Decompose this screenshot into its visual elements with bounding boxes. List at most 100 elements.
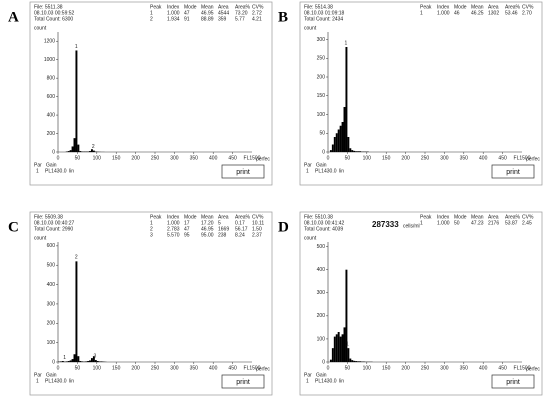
gain-column: Par [34, 372, 42, 378]
histogram-bar [71, 146, 74, 152]
histogram-bar [339, 125, 342, 152]
y-tick-label: 100 [317, 336, 326, 342]
gain-column: Par [304, 372, 312, 378]
panel-frame [299, 211, 543, 396]
gain-cell: 430.0 [54, 378, 67, 384]
histogram-bar [67, 361, 70, 362]
histogram-bar [87, 361, 90, 362]
y-tick-label: 1200 [44, 39, 55, 45]
y-axis-label: count [304, 235, 317, 241]
peak-cell: 1302 [488, 10, 499, 16]
x-tick-label: 300 [440, 365, 449, 371]
peak-cell: 56.17 [235, 226, 248, 232]
peak-cell: 46.95 [201, 10, 214, 16]
peak-column: Mode [184, 4, 197, 10]
histogram-bar [73, 138, 76, 152]
peak-column: Index [167, 214, 180, 220]
x-tick-label: 450 [228, 155, 237, 161]
print-button-label[interactable]: print [236, 169, 250, 176]
print-button[interactable] [221, 164, 265, 179]
histogram-bar [69, 150, 72, 152]
histogram-bar [100, 361, 103, 362]
y-tick-label: 400 [317, 267, 326, 273]
x-tick-label: 450 [498, 365, 507, 371]
panel-letter: D [278, 219, 289, 235]
peak-column: Area [488, 214, 499, 220]
peak-column: Mean [201, 214, 214, 220]
x-tick-label: 100 [363, 365, 372, 371]
histogram-bar [339, 336, 342, 362]
y-tick-label: 200 [47, 131, 56, 137]
histogram-bar [345, 47, 348, 152]
y-tick-label: 400 [47, 282, 56, 288]
gain-cell: lin [69, 378, 74, 384]
peak-column: Index [437, 214, 450, 220]
file-name: File: 5509.38 [34, 214, 63, 220]
print-button[interactable] [491, 374, 535, 389]
y-axis-label: count [304, 25, 317, 31]
panel-letter: B [278, 9, 288, 25]
x-tick-label: 450 [228, 365, 237, 371]
histogram-bar [92, 356, 95, 362]
histogram-bar [351, 360, 354, 362]
peak-cell: 2.72 [252, 10, 262, 16]
gain-column: Gain [316, 162, 327, 168]
peak-column: Peak [150, 4, 162, 10]
print-button-label[interactable]: print [506, 169, 520, 176]
histogram-bar [331, 144, 334, 152]
peak-column: Area% [235, 214, 251, 220]
gain-cell: lin [69, 168, 74, 174]
x-tick-label: 300 [170, 365, 179, 371]
peak-column: CV% [252, 214, 264, 220]
y-tick-label: 500 [47, 263, 56, 269]
peak-column: Peak [420, 214, 432, 220]
x-axis-unit: perfec [256, 156, 270, 162]
file-name: File: 5511.38 [34, 4, 63, 10]
histogram-bar [67, 151, 70, 152]
peak-cell: 1 [150, 10, 153, 16]
x-tick-label: 200 [401, 155, 410, 161]
print-button[interactable] [491, 164, 535, 179]
x-tick-label: 100 [93, 365, 102, 371]
print-button-label[interactable]: print [236, 379, 250, 386]
x-tick-label: 250 [421, 365, 430, 371]
y-tick-label: 0 [52, 149, 55, 155]
histogram-bar [94, 360, 97, 362]
panel-frame [29, 1, 273, 186]
x-tick-label: 350 [190, 155, 199, 161]
peak-label: 3 [93, 353, 96, 359]
y-tick-label: 50 [319, 131, 325, 137]
total-count: Total Count: 6300 [34, 16, 73, 22]
total-count: Total Count: 2990 [34, 226, 73, 232]
y-tick-label: 200 [47, 321, 56, 327]
peak-cell: 47 [184, 10, 190, 16]
histogram-bar [96, 361, 99, 362]
x-axis-label: FL1500 [514, 365, 531, 371]
peak-cell: 1.000 [167, 10, 180, 16]
peak-column: Mean [201, 4, 214, 10]
x-axis-label: FL1500 [244, 155, 261, 161]
peak-cell: 53.46 [505, 10, 518, 16]
peak-cell: 0.17 [235, 220, 245, 226]
panel-letter: A [8, 9, 19, 25]
histogram-bar [337, 332, 340, 362]
gain-cell: lin [339, 168, 344, 174]
x-tick-label: 50 [75, 155, 81, 161]
gain-cell: 430.0 [54, 168, 67, 174]
x-tick-label: 450 [498, 155, 507, 161]
datetime: 08.10.03 00:41:42 [304, 220, 345, 226]
histogram-bar [349, 358, 352, 362]
peak-column: Area% [505, 214, 521, 220]
peak-cell: 4544 [218, 10, 229, 16]
x-axis-label: FL1500 [244, 365, 261, 371]
x-tick-label: 150 [382, 365, 391, 371]
peak-cell: 47 [184, 226, 190, 232]
peak-cell: 46.95 [201, 226, 214, 232]
histogram-bar [333, 137, 336, 152]
x-tick-label: 0 [57, 365, 60, 371]
histogram-bar [75, 50, 78, 152]
print-button-label[interactable]: print [506, 379, 520, 386]
print-button[interactable] [221, 374, 265, 389]
peak-cell: 1.934 [167, 16, 180, 22]
y-tick-label: 200 [317, 313, 326, 319]
